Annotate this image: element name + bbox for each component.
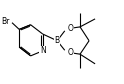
Text: Br: Br [1, 16, 10, 26]
Text: O: O [67, 48, 73, 57]
Text: B: B [55, 36, 60, 45]
Text: O: O [67, 24, 73, 34]
Text: N: N [40, 46, 46, 55]
